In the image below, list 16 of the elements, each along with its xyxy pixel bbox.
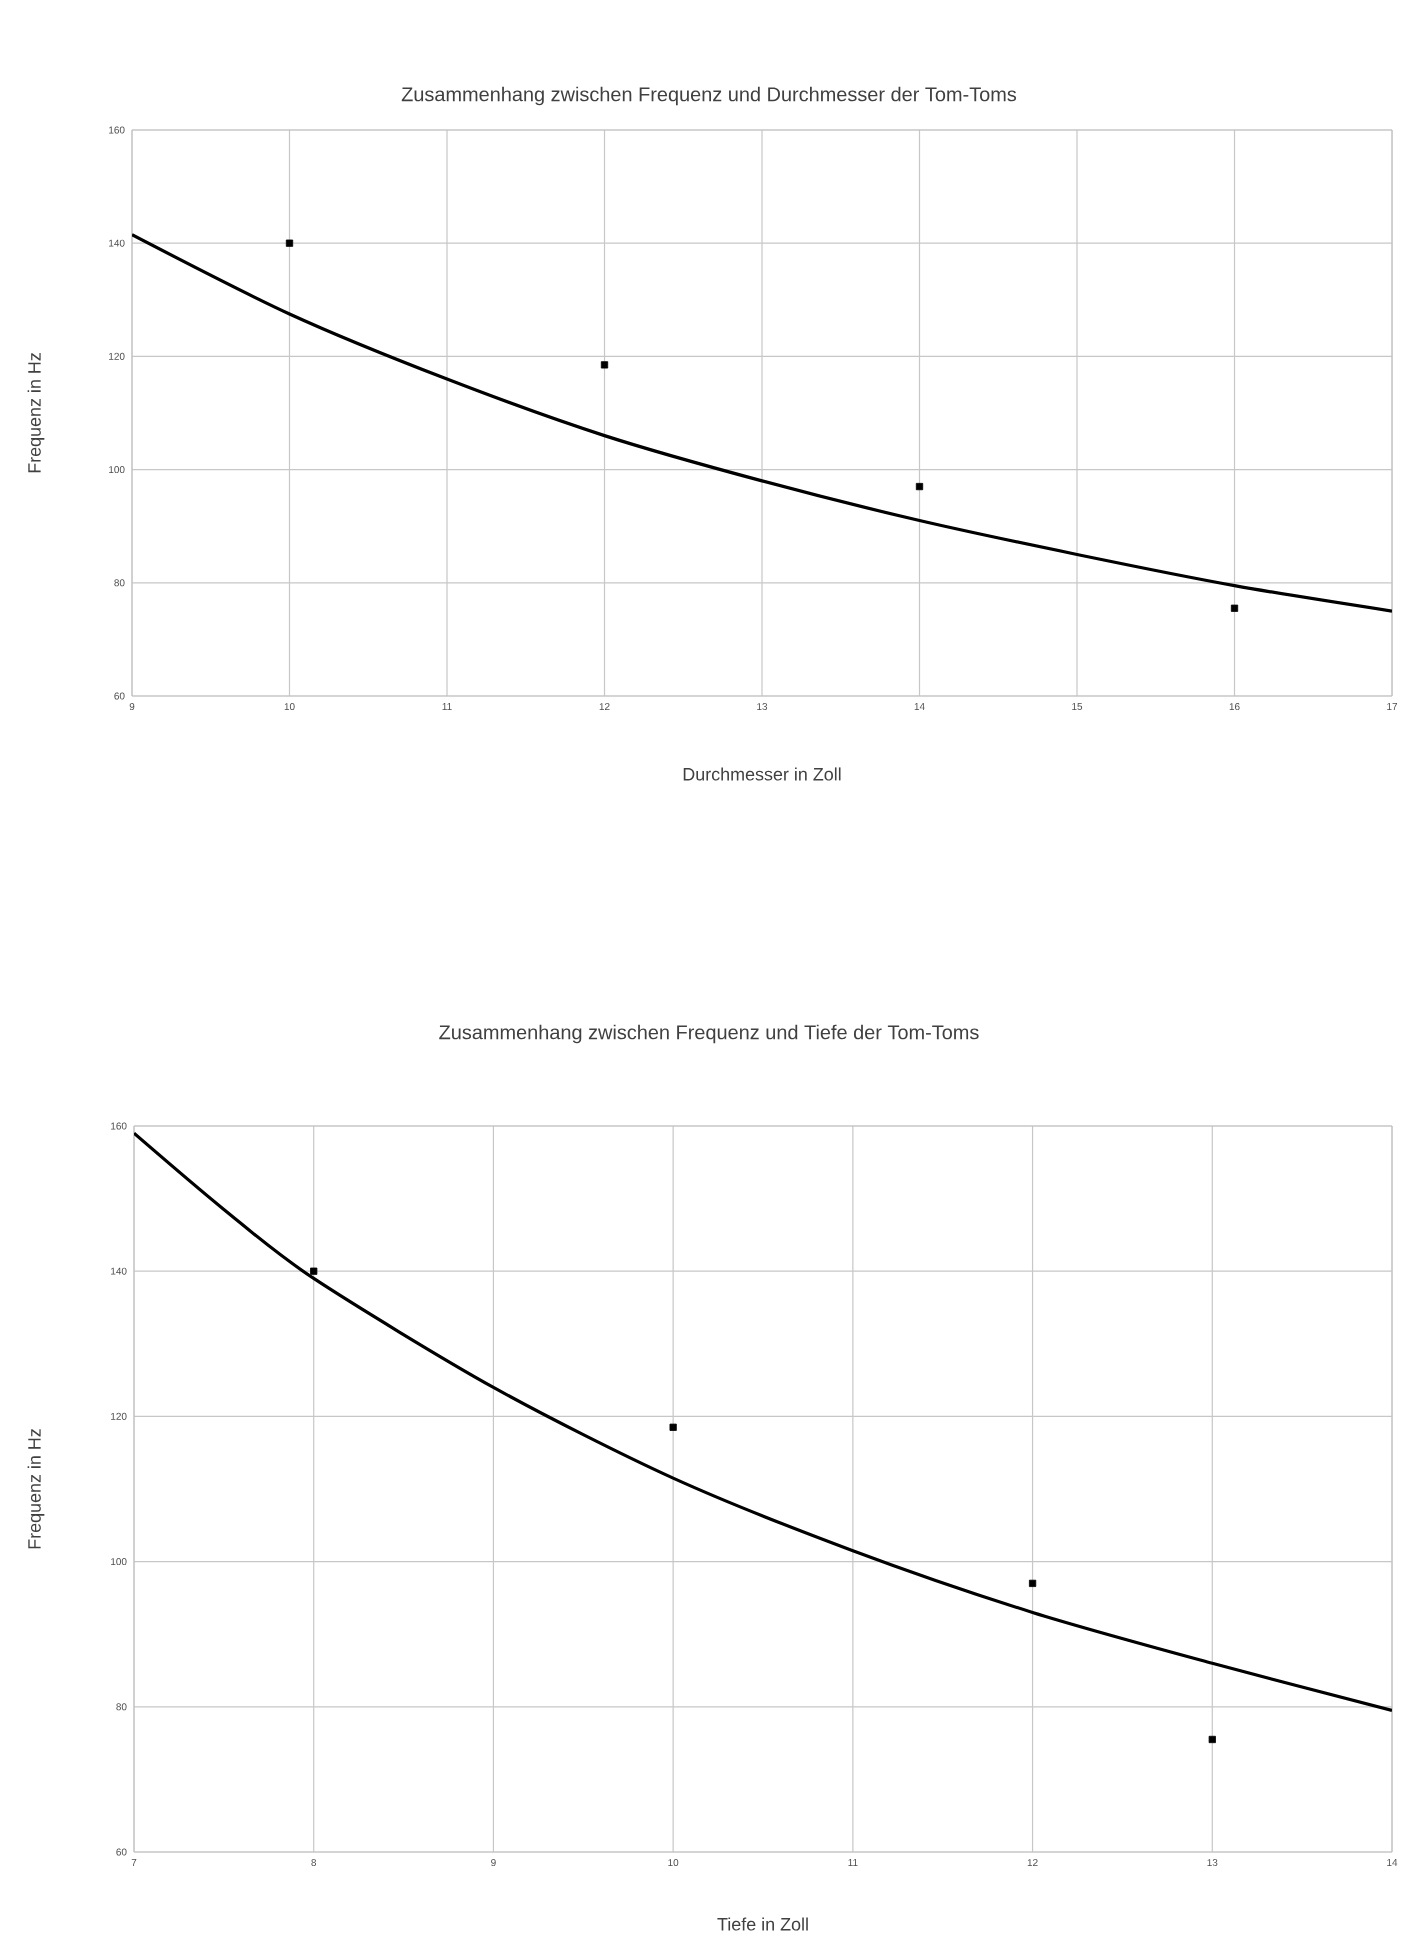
chart-title: Zusammenhang zwischen Frequenz und Durchmesser der Tom-Toms bbox=[401, 86, 1017, 106]
y-axis-title: Frequenz in Hz bbox=[27, 1429, 45, 1549]
chart-title: Zusammenhang zwischen Frequenz und Tiefe der Tom-Toms bbox=[439, 1024, 979, 1044]
point bbox=[1230, 604, 1239, 612]
x-axis-title: Tiefe in Zoll bbox=[717, 1917, 808, 1931]
line-series bbox=[134, 1131, 1392, 1713]
point bbox=[915, 482, 924, 491]
y-axis-title: Frequenz in Hz bbox=[27, 353, 45, 473]
x-axis-title: Durchmesser in Zoll bbox=[683, 767, 841, 781]
point bbox=[1028, 1579, 1037, 1587]
line-series bbox=[132, 233, 1393, 613]
point bbox=[669, 1423, 677, 1431]
point bbox=[1208, 1735, 1216, 1744]
point bbox=[310, 1267, 318, 1275]
point bbox=[285, 239, 294, 247]
point bbox=[600, 361, 609, 369]
